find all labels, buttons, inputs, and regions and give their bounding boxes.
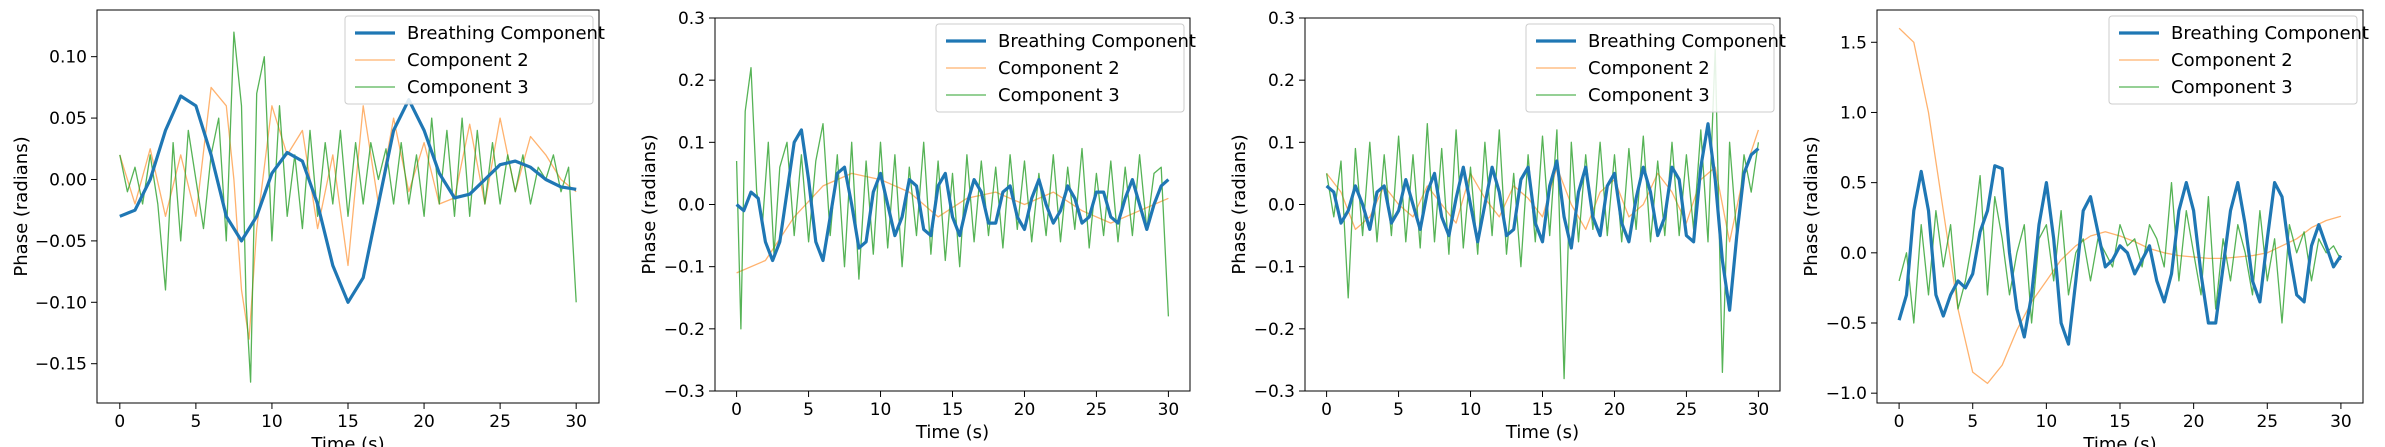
x-tick-label: 15 xyxy=(2109,412,2131,432)
x-tick-label: 25 xyxy=(1676,400,1698,420)
legend-entry: Component 2 xyxy=(2171,50,2293,71)
series-line-component2 xyxy=(1898,27,2342,385)
legend-box xyxy=(344,15,594,105)
y-axis-label: Phase (radians) xyxy=(639,134,660,274)
legend-entry: Component 2 xyxy=(1588,58,1710,79)
legend: Breathing Component Component 2 Component … xyxy=(344,15,605,105)
y-tick-label: −1.0 xyxy=(1826,384,1867,404)
y-tick-label: 0.0 xyxy=(678,196,705,216)
y-tick-label: 0.3 xyxy=(1268,9,1295,29)
x-tick-label: 5 xyxy=(190,412,201,432)
series-line-component2 xyxy=(736,172,1169,274)
legend-entry: Breathing Component xyxy=(2171,23,2369,44)
y-tick-label: −0.05 xyxy=(35,232,87,252)
x-tick-label: 25 xyxy=(2256,412,2278,432)
y-tick-label: −0.5 xyxy=(1826,314,1867,334)
y-axis-label: Phase (radians) xyxy=(11,136,32,276)
x-tick-label: 30 xyxy=(1158,400,1180,420)
x-tick-label: 30 xyxy=(2330,412,2352,432)
series-line-component2 xyxy=(119,86,577,340)
chart-1: 0 5 10 15 20 25 30 −0.15 −0.10 −0.05 0.00 0.05 0.10 T… xyxy=(11,9,605,447)
series-line-breathing xyxy=(119,94,577,304)
chart-3: 0 5 10 15 20 25 30 −0.3 −0.2 −0.1 0.0 0.1 0.2 0.3 Time… xyxy=(1229,9,1786,443)
x-axis-label: Time (s) xyxy=(1505,422,1579,443)
y-tick-label: −0.1 xyxy=(1254,258,1295,278)
x-tick-label: 0 xyxy=(1321,400,1332,420)
y-tick-label: 0.05 xyxy=(49,109,87,129)
legend-box xyxy=(935,23,1185,113)
x-tick-label: 5 xyxy=(803,400,814,420)
y-axis-label: Phase (radians) xyxy=(1229,134,1250,274)
x-tick-label: 10 xyxy=(261,412,283,432)
x-tick-label: 5 xyxy=(1393,400,1404,420)
y-tick-label: −0.10 xyxy=(35,293,87,313)
y-tick-label: −0.15 xyxy=(35,355,87,375)
y-tick-label: 0.5 xyxy=(1840,174,1867,194)
x-tick-label: 15 xyxy=(942,400,964,420)
y-tick-label: −0.3 xyxy=(664,382,705,402)
x-tick-label: 25 xyxy=(489,412,511,432)
legend-entry: Component 3 xyxy=(1588,85,1710,106)
legend-entry: Component 3 xyxy=(998,85,1120,106)
legend-entry: Component 2 xyxy=(407,50,529,71)
y-axis-label: Phase (radians) xyxy=(1801,136,1822,276)
series-line-breathing xyxy=(1897,164,2343,346)
x-tick-label: 10 xyxy=(1460,400,1482,420)
y-tick-label: 0.3 xyxy=(678,9,705,29)
x-tick-label: 25 xyxy=(1086,400,1108,420)
chart-4: 0 5 10 15 20 25 30 −1.0 −0.5 0.0 0.5 1.0 1.5 Time (s)… xyxy=(1801,9,2369,447)
x-axis-label: Time (s) xyxy=(2082,434,2156,447)
x-tick-label: 10 xyxy=(870,400,892,420)
x-tick-label: 30 xyxy=(1748,400,1770,420)
series-line-component3 xyxy=(119,31,577,383)
y-tick-label: 0.10 xyxy=(49,48,87,68)
y-tick-label: −0.1 xyxy=(664,258,705,278)
x-tick-label: 0 xyxy=(731,400,742,420)
legend-entry: Breathing Component xyxy=(998,31,1196,52)
y-tick-label: 1.0 xyxy=(1840,103,1867,123)
x-tick-label: 20 xyxy=(2183,412,2205,432)
y-tick-label: −0.2 xyxy=(1254,320,1295,340)
x-tick-label: 5 xyxy=(1967,412,1978,432)
x-tick-label: 15 xyxy=(337,412,359,432)
x-tick-label: 15 xyxy=(1532,400,1554,420)
x-tick-label: 0 xyxy=(114,412,125,432)
y-tick-label: 0.1 xyxy=(1268,133,1295,153)
series-line-component3 xyxy=(1898,174,2342,324)
legend-entry: Component 2 xyxy=(998,58,1120,79)
x-tick-label: 20 xyxy=(1014,400,1036,420)
legend-box xyxy=(2108,15,2358,105)
x-tick-label: 0 xyxy=(1894,412,1905,432)
x-tick-label: 10 xyxy=(2036,412,2058,432)
x-tick-label: 30 xyxy=(565,412,587,432)
x-axis-label: Time (s) xyxy=(310,434,384,447)
y-tick-label: 0.2 xyxy=(678,71,705,91)
legend: Breathing Component Component 2 Component … xyxy=(2108,15,2369,105)
legend-entry: Breathing Component xyxy=(407,23,605,44)
y-tick-label: −0.2 xyxy=(664,320,705,340)
y-tick-label: 0.00 xyxy=(49,170,87,190)
y-tick-label: 1.5 xyxy=(1840,33,1867,53)
legend-entry: Component 3 xyxy=(2171,77,2293,98)
y-tick-label: 0.0 xyxy=(1840,244,1867,264)
series-line-breathing xyxy=(735,128,1170,263)
y-tick-label: −0.3 xyxy=(1254,382,1295,402)
x-tick-label: 20 xyxy=(1604,400,1626,420)
y-tick-label: 0.2 xyxy=(1268,71,1295,91)
y-tick-label: 0.1 xyxy=(678,133,705,153)
legend: Breathing Component Component 2 Component … xyxy=(1525,23,1786,113)
legend: Breathing Component Component 2 Component … xyxy=(935,23,1196,113)
y-tick-label: 0.0 xyxy=(1268,196,1295,216)
chart-2: 0 5 10 15 20 25 30 −0.3 −0.2 −0.1 0.0 0.1 0.2 0.3 Time… xyxy=(639,9,1196,443)
x-tick-label: 20 xyxy=(413,412,435,432)
legend-box xyxy=(1525,23,1775,113)
legend-entry: Component 3 xyxy=(407,77,529,98)
legend-entry: Breathing Component xyxy=(1588,31,1786,52)
series-line-breathing xyxy=(1325,122,1760,312)
x-axis-label: Time (s) xyxy=(915,422,989,443)
series-line-component3 xyxy=(1325,48,1760,380)
